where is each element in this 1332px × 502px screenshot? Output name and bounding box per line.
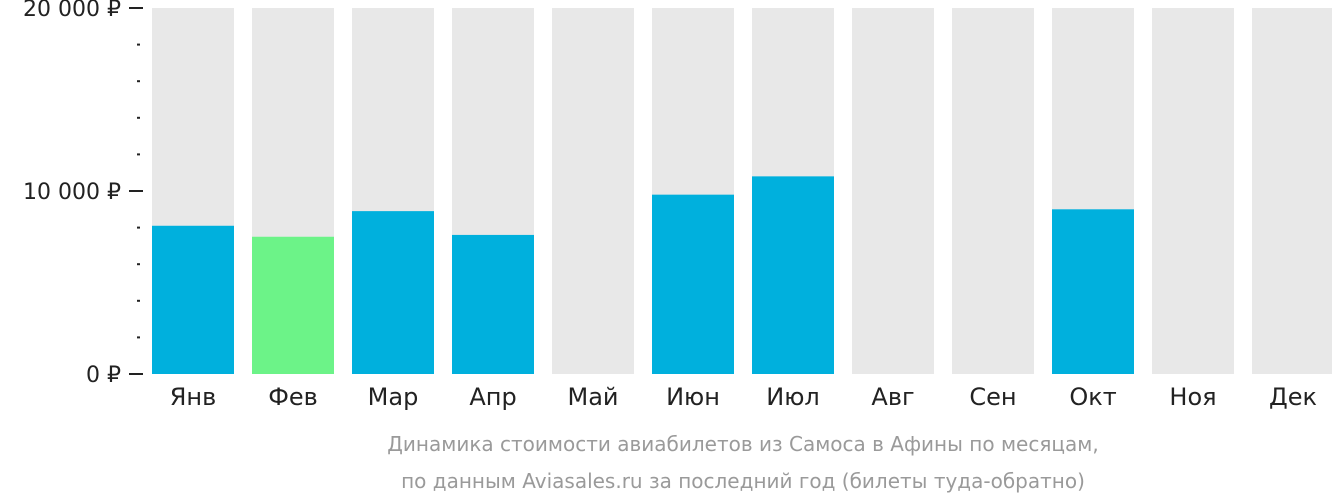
bar-month-2[interactable] bbox=[252, 236, 334, 374]
caption-line-1: Динамика стоимости авиабилетов из Самоса… bbox=[387, 432, 1098, 456]
background-column-month-12 bbox=[1252, 8, 1332, 374]
y-tick-label: 20 000 ₽ bbox=[23, 0, 121, 22]
caption-line-2: по данным Aviasales.ru за последний год … bbox=[401, 469, 1085, 493]
x-axis-labels: Янв Фев Мар Апр Май Июн Июл Авг Сен Окт Ноя Дек bbox=[170, 383, 1317, 411]
y-axis: 0 ₽ 10 000 ₽ 20 000 ₽ bbox=[23, 0, 143, 388]
background-column-month-8 bbox=[852, 8, 934, 374]
bars bbox=[152, 176, 1134, 374]
x-tick-label-month-6: Июн bbox=[666, 383, 720, 411]
x-tick-label-month-8: Авг bbox=[871, 383, 914, 411]
x-tick-label-month-2: Фев bbox=[268, 383, 318, 411]
bar-month-1[interactable] bbox=[152, 225, 234, 374]
background-column-month-5 bbox=[552, 8, 634, 374]
x-tick-label-month-5: Май bbox=[567, 383, 618, 411]
bar-month-4[interactable] bbox=[452, 234, 534, 374]
bar-month-3[interactable] bbox=[352, 211, 434, 374]
background-column-month-9 bbox=[952, 8, 1034, 374]
y-tick-label: 10 000 ₽ bbox=[23, 180, 121, 205]
y-tick-label: 0 ₽ bbox=[86, 363, 121, 388]
x-tick-label-month-11: Ноя bbox=[1169, 383, 1216, 411]
bar-month-6[interactable] bbox=[652, 194, 734, 374]
x-tick-label-month-1: Янв bbox=[170, 383, 217, 411]
background-column-month-11 bbox=[1152, 8, 1234, 374]
x-tick-label-month-4: Апр bbox=[469, 383, 516, 411]
x-tick-label-month-7: Июл bbox=[766, 383, 820, 411]
x-tick-label-month-9: Сен bbox=[969, 383, 1016, 411]
x-tick-label-month-12: Дек bbox=[1269, 383, 1317, 411]
x-tick-label-month-3: Мар bbox=[368, 383, 419, 411]
x-tick-label-month-10: Окт bbox=[1069, 383, 1116, 411]
bar-month-7[interactable] bbox=[752, 176, 834, 374]
bar-month-10[interactable] bbox=[1052, 209, 1134, 374]
